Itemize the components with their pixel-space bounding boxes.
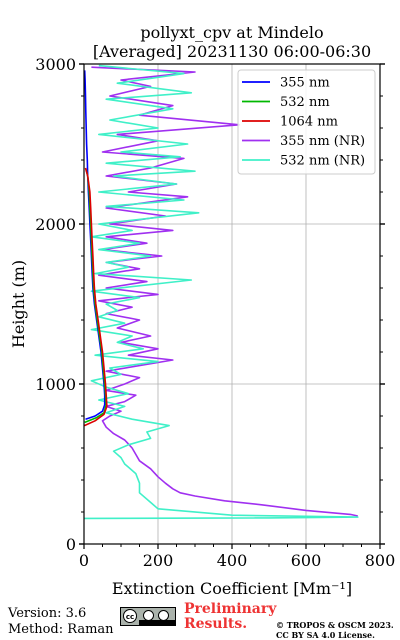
- legend-label: 1064 nm: [280, 115, 338, 130]
- series-line-532-nm-nr: [84, 64, 359, 520]
- method-text: Method: Raman: [8, 622, 114, 637]
- legend-label: 532 nm (NR): [280, 154, 365, 169]
- legend-label: 355 nm (NR): [280, 134, 365, 149]
- cc-icon: cc: [123, 609, 137, 623]
- legend: 355 nm 532 nm 1064 nm 355 nm (NR) 532 nm (NR…: [237, 69, 376, 175]
- y-tick-label: 2000: [35, 215, 76, 234]
- extinction-profile-chart: pollyxt_cpv at Mindelo [Averaged] 202311…: [9, 23, 395, 598]
- x-tick-label: 600: [291, 551, 322, 570]
- legend-label: 532 nm: [280, 95, 330, 110]
- series-layer: [84, 64, 359, 520]
- chart-subtitle: [Averaged] 20231130 06:00-06:30: [93, 42, 371, 61]
- legend-label: 355 nm: [280, 76, 330, 91]
- axis-ticks: 0 200 400 600 800 0 1000 2000 3000: [35, 55, 395, 570]
- x-tick-label: 0: [79, 551, 89, 570]
- cc-license-badge: cc: [120, 607, 176, 626]
- footer-version-block: Version: 3.6 Method: Raman: [8, 606, 114, 638]
- y-tick-label: 1000: [35, 375, 76, 394]
- x-tick-label: 800: [365, 551, 396, 570]
- series-line-355-nm: [84, 70, 106, 420]
- preliminary-notice: Preliminary Results.: [184, 602, 276, 632]
- x-axis-label: Extinction Coefficient [Mm⁻¹]: [112, 579, 352, 598]
- y-axis-label: Height (m): [9, 260, 28, 348]
- series-line-355-nm-nr: [91, 66, 358, 517]
- preliminary-line-1: Preliminary: [184, 601, 277, 617]
- copyright-notice: © TROPOS & OSCM 2023. CC BY SA 4.0 Licen…: [276, 620, 394, 640]
- preliminary-line-2: Results.: [184, 616, 248, 632]
- legend-box: [237, 69, 376, 175]
- y-tick-label: 0: [66, 535, 76, 554]
- copyright-line-2: CC BY SA 4.0 License.: [276, 630, 375, 640]
- x-tick-label: 200: [143, 551, 174, 570]
- x-tick-label: 400: [217, 551, 248, 570]
- series-line-1064-nm: [84, 167, 108, 427]
- version-text: Version: 3.6: [8, 606, 87, 621]
- y-tick-label: 3000: [35, 55, 76, 74]
- chart-title: pollyxt_cpv at Mindelo: [140, 23, 323, 42]
- license-strip: [139, 620, 175, 625]
- copyright-line-1: © TROPOS & OSCM 2023.: [276, 620, 394, 630]
